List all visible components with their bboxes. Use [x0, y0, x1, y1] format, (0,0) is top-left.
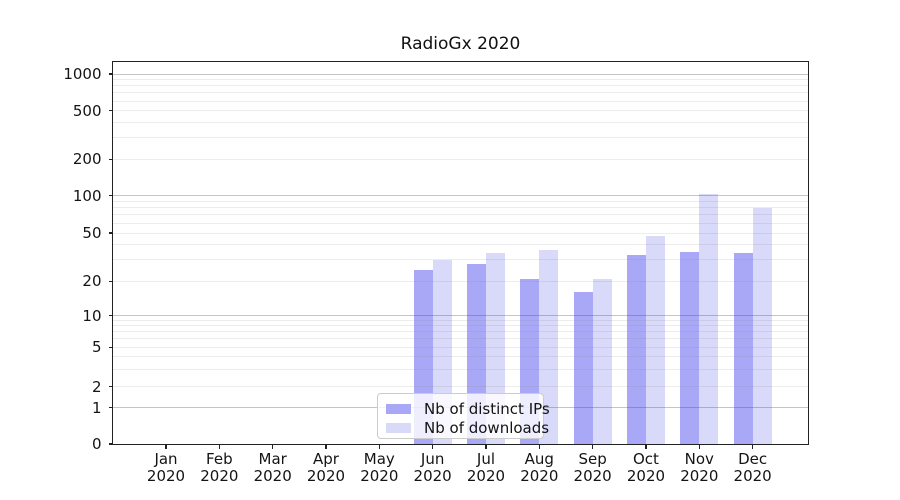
y-tick-mark [108, 346, 113, 348]
x-tick-label-year: 2020 [146, 467, 186, 485]
x-tick-label: Dec 2020 [722, 451, 784, 485]
x-tick-mark [272, 445, 274, 449]
bar-downloads [645, 236, 665, 444]
bar-distinct-ips [573, 292, 593, 444]
bar-downloads [752, 208, 772, 444]
x-tick-label: Oct 2020 [615, 451, 677, 485]
y-tick-label: 1 [91, 398, 102, 417]
x-tick-mark [218, 445, 220, 449]
x-tick-label-year: 2020 [573, 467, 612, 485]
x-tick-label-year: 2020 [626, 467, 666, 485]
y-tick-mark [108, 315, 113, 317]
x-tick-label-year: 2020 [200, 467, 239, 485]
legend-item-downloads: Nb of downloads [386, 419, 549, 437]
chart-title: RadioGx 2020 [400, 34, 521, 54]
y-tick-label: 5 [91, 338, 102, 357]
y-tick-label: 0 [91, 435, 102, 453]
legend-label-distinct-ips: Nb of distinct IPs [424, 399, 550, 418]
bar-distinct-ips [733, 253, 753, 444]
y-tick-label: 100 [72, 186, 102, 205]
x-tick-mark [378, 445, 380, 449]
plot-area: Nb of distinct IPs Nb of downloads [112, 61, 809, 445]
x-tick-label: Jun 2020 [402, 451, 464, 485]
x-tick-label-year: 2020 [733, 467, 772, 485]
x-tick-label-year: 2020 [520, 467, 559, 485]
x-tick-mark [485, 445, 487, 449]
x-tick-label: Apr 2020 [295, 451, 357, 485]
plot-inner: Nb of distinct IPs Nb of downloads [113, 62, 808, 444]
bar-downloads [592, 278, 612, 444]
x-tick-label-year: 2020 [680, 467, 719, 485]
y-tick-mark [108, 110, 113, 112]
x-tick-label: Mar 2020 [242, 451, 304, 485]
y-tick-mark [108, 386, 113, 388]
x-tick-label-year: 2020 [360, 467, 399, 485]
y-tick-label: 10 [82, 306, 102, 325]
bars-layer [113, 62, 808, 444]
legend-swatch-downloads-icon [386, 422, 411, 433]
y-tick-mark [108, 158, 113, 160]
x-tick-label: Feb 2020 [188, 451, 250, 485]
x-tick-mark [752, 445, 754, 449]
x-tick-mark [432, 445, 434, 449]
y-tick-mark [108, 232, 113, 234]
y-tick-mark [108, 280, 113, 282]
bar-downloads [699, 194, 719, 444]
bar-downloads [539, 250, 559, 444]
x-tick-mark [165, 445, 167, 449]
y-tick-mark [108, 195, 113, 197]
y-tick-mark [108, 407, 113, 409]
x-tick-label-year: 2020 [306, 467, 346, 485]
x-tick-label-year: 2020 [466, 467, 506, 485]
x-tick-label-year: 2020 [413, 467, 452, 485]
legend-item-distinct-ips: Nb of distinct IPs [386, 400, 550, 418]
x-tick-mark [698, 445, 700, 449]
y-tick-label: 1000 [63, 65, 102, 83]
x-tick-label: Jan 2020 [135, 451, 197, 485]
x-tick-mark [592, 445, 594, 449]
x-tick-label-year: 2020 [253, 467, 292, 485]
bar-distinct-ips [680, 251, 700, 444]
legend: Nb of distinct IPs Nb of downloads [377, 393, 550, 439]
x-tick-mark [325, 445, 327, 449]
y-tick-mark [108, 73, 113, 75]
x-tick-label: May 2020 [348, 451, 410, 485]
y-tick-mark [108, 443, 113, 445]
y-tick-label: 200 [72, 150, 102, 169]
x-tick-mark [538, 445, 540, 449]
x-tick-label: Nov 2020 [668, 451, 730, 485]
x-tick-mark [645, 445, 647, 449]
legend-label-downloads: Nb of downloads [424, 418, 550, 437]
y-tick-label: 50 [82, 224, 102, 242]
x-tick-label: Aug 2020 [508, 451, 570, 485]
y-tick-label: 20 [82, 272, 102, 291]
x-tick-label: Jul 2020 [455, 451, 517, 485]
legend-swatch-distinct-ips-icon [386, 403, 411, 414]
y-tick-label: 500 [72, 101, 102, 120]
x-tick-label: Sep 2020 [562, 451, 624, 485]
bar-distinct-ips [626, 254, 646, 444]
y-tick-label: 2 [91, 377, 102, 396]
